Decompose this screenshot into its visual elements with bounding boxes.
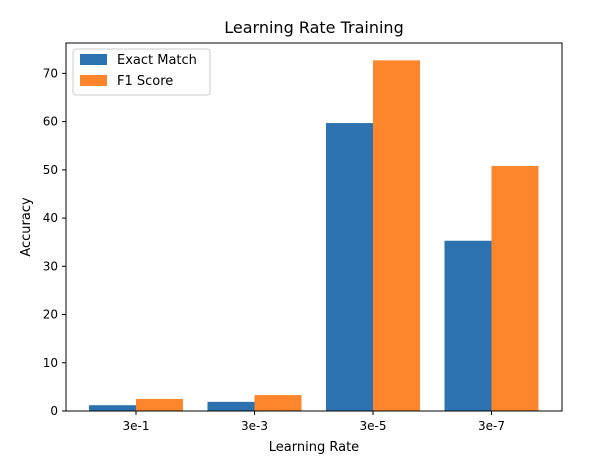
bar-f1-score-3e-7	[491, 165, 539, 411]
y-tick-label: 50	[43, 163, 58, 177]
y-tick-label: 30	[43, 259, 58, 273]
legend: Exact Match F1 Score	[72, 48, 211, 96]
bar-exact-match-3e-7	[444, 240, 492, 411]
legend-swatch	[80, 75, 107, 86]
y-axis-ticks: 0 10 20 30 40 50 60 70	[43, 66, 66, 418]
y-tick-label: 20	[43, 308, 58, 322]
bar-exact-match-3e-3	[207, 401, 255, 411]
bar-f1-score-3e-5	[373, 60, 420, 412]
y-tick-label: 0	[50, 404, 58, 418]
bar-exact-match-3e-1	[89, 405, 136, 411]
bar-f1-score-3e-1	[136, 398, 183, 411]
plot-frame	[65, 42, 563, 412]
y-axis-label: Accuracy	[19, 197, 34, 257]
y-tick-label: 70	[43, 66, 58, 80]
x-axis-ticks: 3e-1 3e-3 3e-5 3e-7	[123, 411, 505, 433]
chart-title: Learning Rate Training	[224, 18, 403, 37]
legend-swatch	[80, 54, 107, 65]
y-tick-label: 40	[43, 211, 58, 225]
x-axis-label: Learning Rate	[269, 440, 359, 455]
bars-layer	[89, 60, 539, 412]
x-tick-label: 3e-7	[478, 419, 505, 433]
y-tick-label: 10	[43, 356, 58, 370]
legend-box	[72, 48, 211, 96]
x-tick-label: 3e-3	[241, 419, 268, 433]
plot-area: 0 10 20 30 40 50 60 70 3e-1 3e-3 3e-5 3e-7	[43, 42, 563, 433]
bar-f1-score-3e-3	[254, 395, 302, 411]
legend-label: F1 Score	[117, 74, 173, 89]
x-tick-label: 3e-5	[360, 419, 387, 433]
x-tick-label: 3e-1	[123, 419, 150, 433]
bar-exact-match-3e-5	[326, 123, 373, 411]
legend-label: Exact Match	[117, 53, 197, 68]
y-tick-label: 60	[43, 115, 58, 129]
